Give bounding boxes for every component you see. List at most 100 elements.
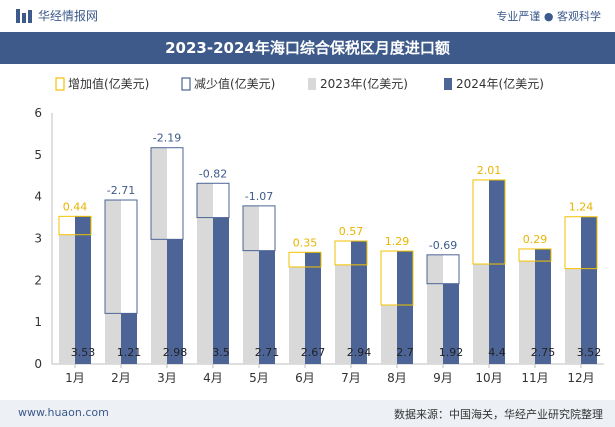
change-label-12: 1.24 (569, 201, 594, 214)
legend-label-2024: 2024年(亿美元) (456, 76, 544, 91)
value-label-2024-6: 2.67 (301, 346, 326, 359)
change-label-11: 0.29 (523, 233, 548, 246)
chart: 增加值(亿美元) 减少值(亿美元) 2023年(亿美元) 2024年(亿美元) … (34, 76, 604, 385)
x-tick-label-2: 2月 (111, 371, 131, 385)
change-box-3 (150, 147, 184, 240)
value-label-2024-11: 2.75 (531, 346, 556, 359)
change-box-10 (472, 179, 506, 265)
change-label-6: 0.35 (293, 236, 318, 249)
bar-2024-12 (581, 216, 597, 364)
value-label-2024-10: 4.4 (488, 346, 506, 359)
change-box-11 (518, 248, 552, 262)
bar-2023-4 (197, 183, 213, 364)
change-label-4: -0.82 (199, 167, 227, 180)
change-label-3: -2.19 (153, 132, 181, 145)
bar-2024-9 (443, 283, 459, 364)
change-box-9 (426, 254, 460, 285)
x-tick-label-7: 7月 (341, 371, 361, 385)
x-tick-label-4: 4月 (203, 371, 223, 385)
value-label-2024-2: 1.21 (117, 346, 142, 359)
x-tick-label-3: 3月 (157, 371, 177, 385)
bar-2023-2 (105, 200, 121, 364)
bar-2023-3 (151, 147, 167, 364)
bar-2023-9 (427, 254, 443, 364)
y-tick-label-0: 0 (34, 357, 42, 371)
change-box-7 (334, 240, 368, 266)
legend-swatch-increase (55, 77, 65, 91)
bar-2023-7 (335, 264, 351, 364)
y-tick-label-2: 2 (34, 273, 42, 287)
x-axis-ticks: 1月 2月 3月 4月 5月 6月 7月 8月 9月 10月 11月 12月 (65, 364, 595, 385)
bar-2024-4 (213, 217, 229, 364)
value-label-2024-7: 2.94 (347, 346, 372, 359)
tagline: 专业严谨 ● 客观科学 (496, 10, 601, 23)
change-label-9: -0.69 (429, 239, 457, 252)
brand[interactable]: 华经情报网 (16, 7, 98, 24)
bar-2023-11 (519, 261, 535, 364)
bar-2023-8 (381, 305, 397, 364)
legend-swatch-2024 (444, 78, 452, 90)
change-box-8 (380, 250, 414, 306)
top-bar: 华经情报网 专业严谨 ● 客观科学 (0, 0, 615, 30)
bar-2024-2 (121, 313, 137, 364)
bar-2023-12 (565, 268, 581, 364)
bar-2024-11 (535, 248, 551, 364)
legend-label-decrease: 减少值(亿美元) (194, 76, 275, 91)
x-tick-label-1: 1月 (65, 371, 85, 385)
change-box-1 (58, 215, 92, 236)
change-label-2: -2.71 (107, 184, 135, 197)
change-box-5 (242, 205, 276, 252)
value-label-2024-8: 2.7 (396, 346, 414, 359)
change-label-10: 2.01 (477, 164, 502, 177)
bar-2023-1 (59, 234, 75, 364)
bar-2024-7 (351, 241, 367, 364)
x-tick-label-10: 10月 (475, 371, 502, 385)
bar-2024-3 (167, 239, 183, 364)
change-box-4 (196, 182, 230, 219)
bar-2023-5 (243, 205, 259, 364)
y-axis-ticks: 0 1 2 3 4 5 6 (34, 106, 42, 371)
footer: www.huaon.com 数据来源：中国海关，华经产业研究院整理 (0, 400, 615, 427)
x-tick-label-8: 8月 (387, 371, 407, 385)
value-label-2024-12: 3.52 (577, 346, 602, 359)
bar-2023-10 (473, 264, 489, 364)
y-tick-label-4: 4 (34, 190, 42, 204)
footer-website[interactable]: www.huaon.com (18, 406, 109, 419)
bar-2024-1 (75, 216, 91, 364)
bars: 0.44 3.53 -2.71 1.21 -2.19 2.98 -0.82 3.5 -1.07 2… (58, 132, 602, 364)
value-label-2024-9: 1.92 (439, 346, 464, 359)
change-label-5: -1.07 (245, 190, 273, 203)
change-label-7: 0.57 (339, 225, 364, 238)
x-tick-label-11: 11月 (521, 371, 548, 385)
y-tick-label-1: 1 (34, 315, 42, 329)
bar-2023-6 (289, 266, 305, 364)
y-tick-label-5: 5 (34, 148, 42, 162)
legend-swatch-decrease (181, 77, 191, 91)
chart-title: 2023-2024年海口综合保税区月度进口额 (0, 32, 615, 64)
value-label-2024-3: 2.98 (163, 346, 188, 359)
y-tick-label-3: 3 (34, 232, 42, 246)
legend-swatch-2023 (308, 78, 316, 90)
bar-2024-5 (259, 250, 275, 364)
legend-label-2023: 2023年(亿美元) (320, 76, 408, 91)
value-label-2024-4: 3.5 (212, 346, 230, 359)
change-label-8: 1.29 (385, 235, 410, 248)
change-box-2 (104, 199, 138, 314)
legend-label-increase: 增加值(亿美元) (68, 76, 149, 91)
brand-logo-icon (16, 8, 32, 23)
y-tick-label-6: 6 (34, 106, 42, 120)
value-label-2024-5: 2.71 (255, 346, 280, 359)
bar-2024-8 (397, 251, 413, 364)
value-label-2024-1: 3.53 (71, 346, 96, 359)
x-tick-label-9: 9月 (433, 371, 453, 385)
change-box-6 (288, 251, 322, 268)
change-label-1: 0.44 (63, 200, 88, 213)
brand-name: 华经情报网 (38, 9, 99, 23)
legend: 增加值(亿美元) 减少值(亿美元) 2023年(亿美元) 2024年(亿美元) (55, 76, 544, 91)
bar-2024-6 (305, 252, 321, 364)
change-box-12 (564, 216, 598, 270)
x-tick-label-12: 12月 (567, 371, 594, 385)
footer-source: 数据来源：中国海关，华经产业研究院整理 (394, 408, 603, 421)
x-tick-label-6: 6月 (295, 371, 315, 385)
bar-2024-10 (489, 179, 505, 364)
